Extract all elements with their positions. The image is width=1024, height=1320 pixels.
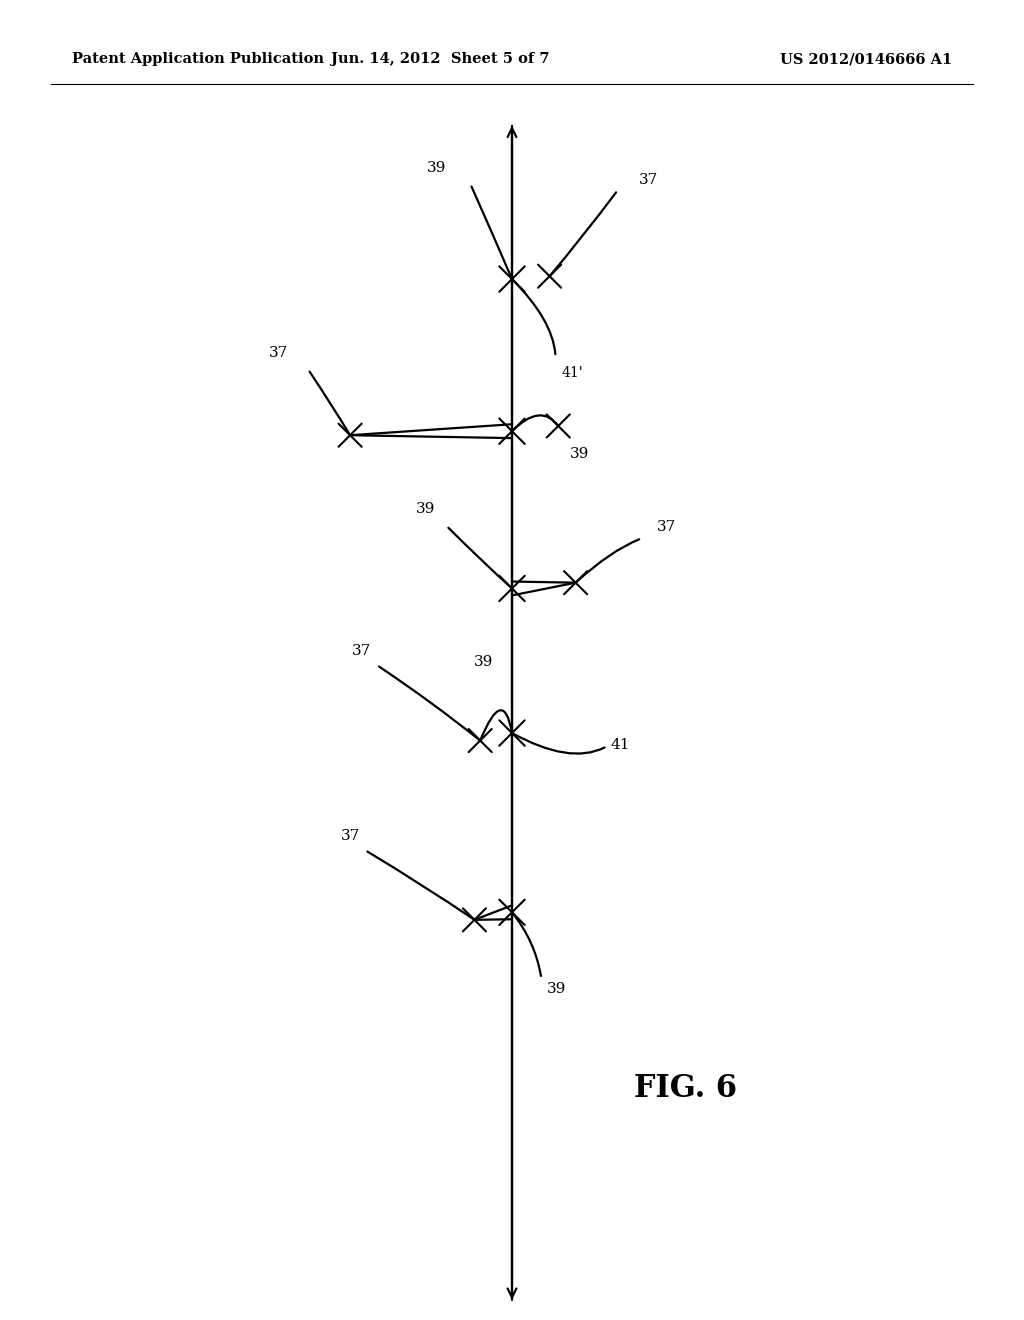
Text: 39: 39 bbox=[427, 161, 446, 176]
Text: FIG. 6: FIG. 6 bbox=[634, 1073, 737, 1105]
Text: 39: 39 bbox=[416, 502, 435, 516]
Text: 37: 37 bbox=[639, 173, 658, 186]
Text: US 2012/0146666 A1: US 2012/0146666 A1 bbox=[780, 53, 952, 66]
Text: 37: 37 bbox=[340, 829, 359, 843]
Text: Patent Application Publication: Patent Application Publication bbox=[72, 53, 324, 66]
Text: 41': 41' bbox=[561, 366, 583, 380]
Text: 41: 41 bbox=[610, 738, 630, 751]
Text: 39: 39 bbox=[569, 446, 589, 461]
Text: 39: 39 bbox=[547, 982, 566, 995]
Text: 37: 37 bbox=[269, 346, 289, 360]
Text: 37: 37 bbox=[656, 520, 676, 533]
Text: 37: 37 bbox=[352, 644, 372, 657]
Text: Jun. 14, 2012  Sheet 5 of 7: Jun. 14, 2012 Sheet 5 of 7 bbox=[331, 53, 550, 66]
Text: 39: 39 bbox=[473, 656, 493, 669]
